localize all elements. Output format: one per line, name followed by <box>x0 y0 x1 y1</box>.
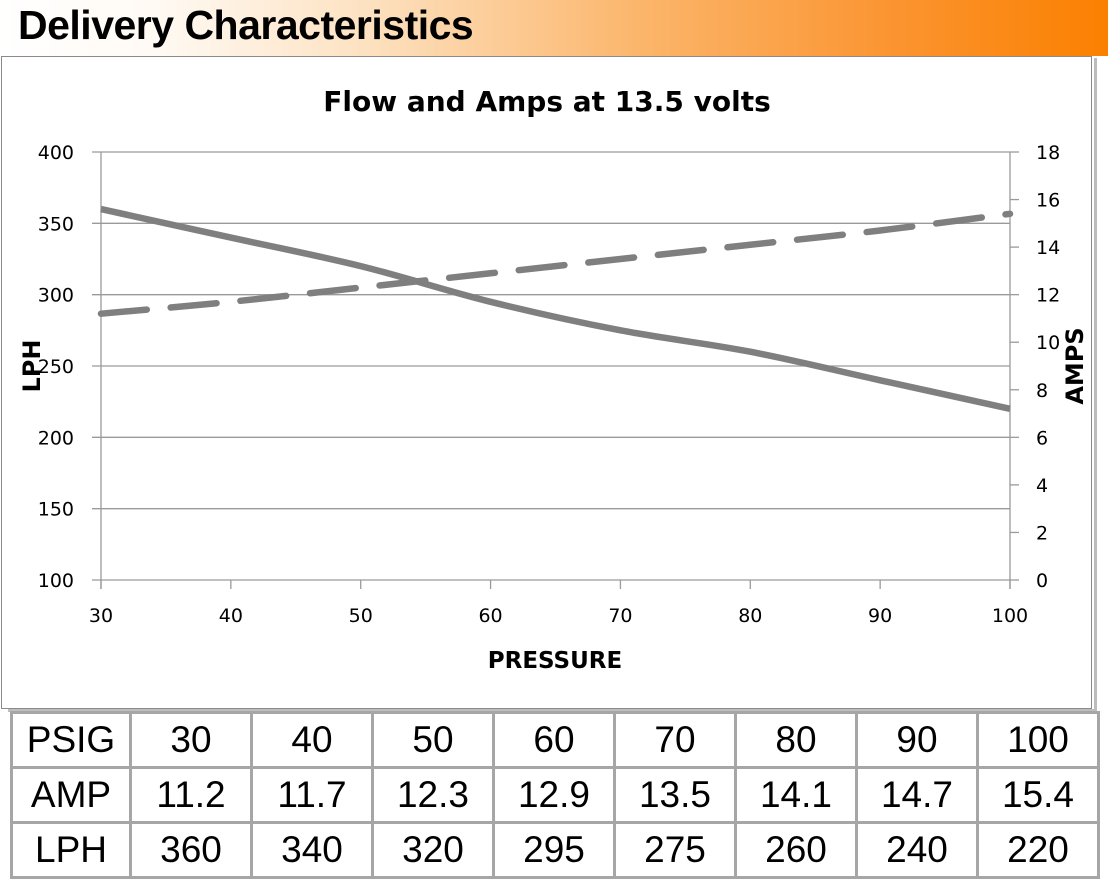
x-tick-labels: 30 40 50 60 70 80 90 100 <box>89 605 1028 627</box>
table-cell: 40 <box>250 711 374 769</box>
table-cell: 14.7 <box>855 766 979 824</box>
y-tick-label: 100 <box>38 570 74 592</box>
chart-title: Flow and Amps at 13.5 volts <box>323 85 771 118</box>
table-cell: 14.1 <box>734 766 858 824</box>
x-tick-label: 90 <box>868 605 892 627</box>
table-cell: 11.7 <box>250 766 374 824</box>
y2-tick-label: 0 <box>1036 570 1048 592</box>
table-cell: 50 <box>371 711 495 769</box>
y2-tick-labels: 0 2 4 6 8 10 12 14 16 18 <box>1036 142 1060 592</box>
series-line-amp <box>97 210 1014 317</box>
table-row-label: AMP <box>10 766 132 824</box>
chart-shadow-right <box>1094 58 1097 710</box>
table-row-label: PSIG <box>10 711 132 769</box>
x-tick-label: 50 <box>349 605 373 627</box>
table-cell: 275 <box>613 821 737 879</box>
table-cell: 30 <box>129 711 253 769</box>
data-table: PSIG 30 40 50 60 70 80 90 100 AMP 11.2 11.7 12.3 12.9… <box>10 711 1100 879</box>
y-tick-label: 150 <box>38 499 74 521</box>
y2-tick-label: 16 <box>1036 190 1060 212</box>
y2-tick-label: 14 <box>1036 237 1060 259</box>
y2-tick-label: 2 <box>1036 522 1048 544</box>
x-tick-label: 100 <box>992 605 1028 627</box>
y2-tick-label: 4 <box>1036 475 1048 497</box>
table-cell: 12.9 <box>492 766 616 824</box>
table-cell: 90 <box>855 711 979 769</box>
table-cell: 340 <box>250 821 374 879</box>
y2-tick-label: 18 <box>1036 142 1060 164</box>
table-cell: 100 <box>976 711 1100 769</box>
table-cell: 60 <box>492 711 616 769</box>
table-cell: 320 <box>371 821 495 879</box>
page-title: Delivery Characteristics <box>18 2 474 48</box>
table-cell: 240 <box>855 821 979 879</box>
table-cell: 70 <box>613 711 737 769</box>
chart-shadow-bottom <box>8 709 1097 712</box>
table-cell: 260 <box>734 821 858 879</box>
axes <box>100 151 1019 589</box>
x-tick-label: 70 <box>608 605 632 627</box>
table-cell: 13.5 <box>613 766 737 824</box>
table-cell: 15.4 <box>976 766 1100 824</box>
y-tick-label: 300 <box>38 285 74 307</box>
table-row-label: LPH <box>10 821 132 879</box>
table-cell: 12.3 <box>371 766 495 824</box>
table-row: PSIG 30 40 50 60 70 80 90 100 <box>10 711 1100 769</box>
y-tick-label: 250 <box>38 356 74 378</box>
y2-tick-label: 8 <box>1036 380 1048 402</box>
table-cell: 220 <box>976 821 1100 879</box>
y2-tick-label: 6 <box>1036 427 1048 449</box>
table-row: LPH 360 340 320 295 275 260 240 220 <box>10 821 1100 879</box>
series-line-lph <box>100 205 1011 412</box>
y-axis-title: LPH <box>18 340 46 393</box>
x-axis-title: PRESSURE <box>488 648 622 674</box>
x-tick-label: 30 <box>89 605 113 627</box>
table-cell: 11.2 <box>129 766 253 824</box>
header-banner: Delivery Characteristics <box>0 0 1108 56</box>
x-tick-label: 80 <box>738 605 762 627</box>
y-tick-label: 350 <box>38 213 74 235</box>
y2-axis-title: AMPS <box>1061 327 1089 404</box>
y2-tick-label: 10 <box>1036 332 1060 354</box>
series-lines <box>97 205 1014 412</box>
y2-tick-label: 12 <box>1036 285 1060 307</box>
y-tick-label: 200 <box>38 427 74 449</box>
x-tick-label: 40 <box>219 605 243 627</box>
x-tick-label: 60 <box>478 605 502 627</box>
chart-frame <box>1 56 1092 709</box>
y-tick-labels: 100 150 200 250 300 350 400 <box>38 142 74 592</box>
table-cell: 360 <box>129 821 253 879</box>
table-row: AMP 11.2 11.7 12.3 12.9 13.5 14.1 14.7 15.4 <box>10 766 1100 824</box>
y-tick-label: 400 <box>38 142 74 164</box>
gridlines <box>92 151 1010 581</box>
table-cell: 80 <box>734 711 858 769</box>
table-cell: 295 <box>492 821 616 879</box>
